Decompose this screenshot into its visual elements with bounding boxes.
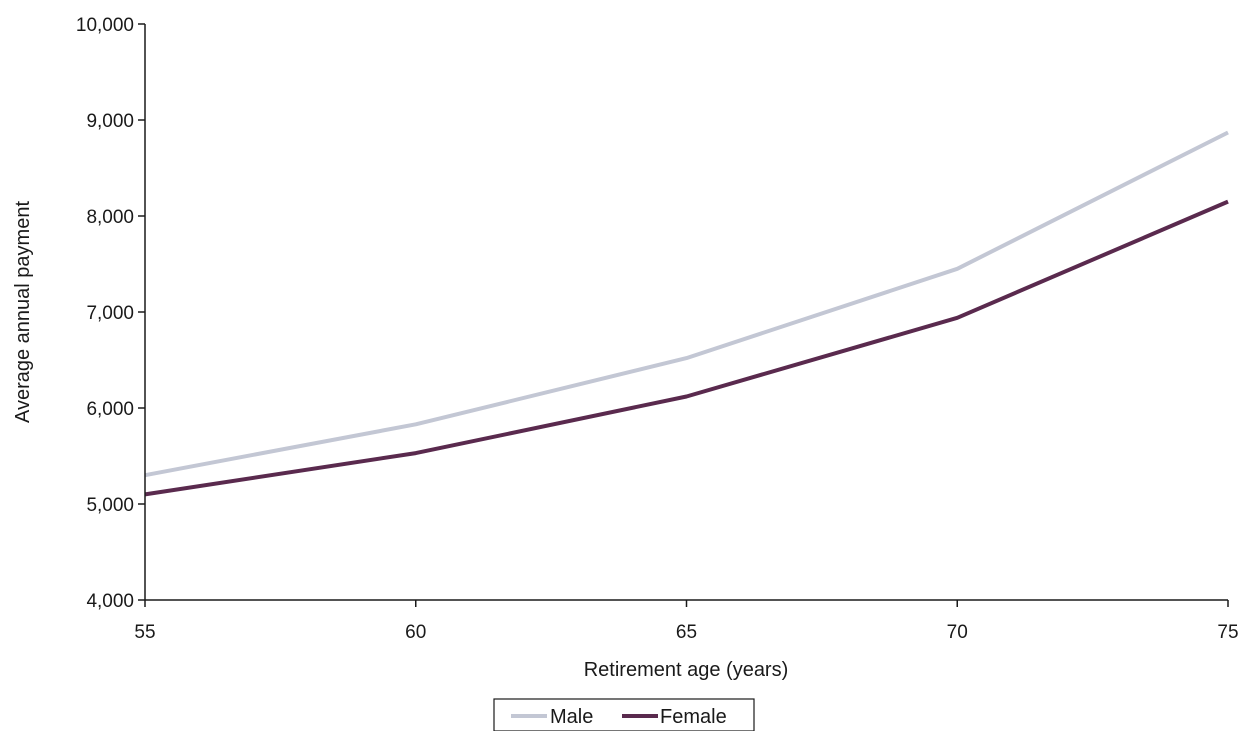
series-lines xyxy=(144,130,1229,497)
x-tick-label: 60 xyxy=(405,622,426,643)
legend-label-male: Male xyxy=(550,706,593,728)
y-tick-label: 6,000 xyxy=(86,399,134,420)
y-tick-label: 5,000 xyxy=(86,495,134,516)
series-line-male xyxy=(144,130,1229,478)
x-tick-label: 65 xyxy=(676,622,697,643)
x-axis-ticks: 55 60 65 70 75 xyxy=(134,600,1239,643)
y-axis-ticks: 4,000 5,000 6,000 7,000 8,000 9,000 10,000 xyxy=(76,15,145,612)
y-tick-label: 4,000 xyxy=(86,591,134,612)
x-tick-label: 75 xyxy=(1217,622,1238,643)
legend-label-female: Female xyxy=(660,706,727,728)
y-tick-label: 10,000 xyxy=(76,15,134,36)
x-axis-title: Retirement age (years) xyxy=(584,659,789,681)
y-tick-label: 8,000 xyxy=(86,207,134,228)
x-tick-label: 70 xyxy=(947,622,968,643)
legend: Male Female xyxy=(493,698,755,731)
y-axis-title: Average annual payment xyxy=(12,201,34,423)
x-tick-label: 55 xyxy=(134,622,155,643)
y-tick-label: 7,000 xyxy=(86,303,134,324)
series-line-female xyxy=(144,199,1229,497)
y-tick-label: 9,000 xyxy=(86,111,134,132)
